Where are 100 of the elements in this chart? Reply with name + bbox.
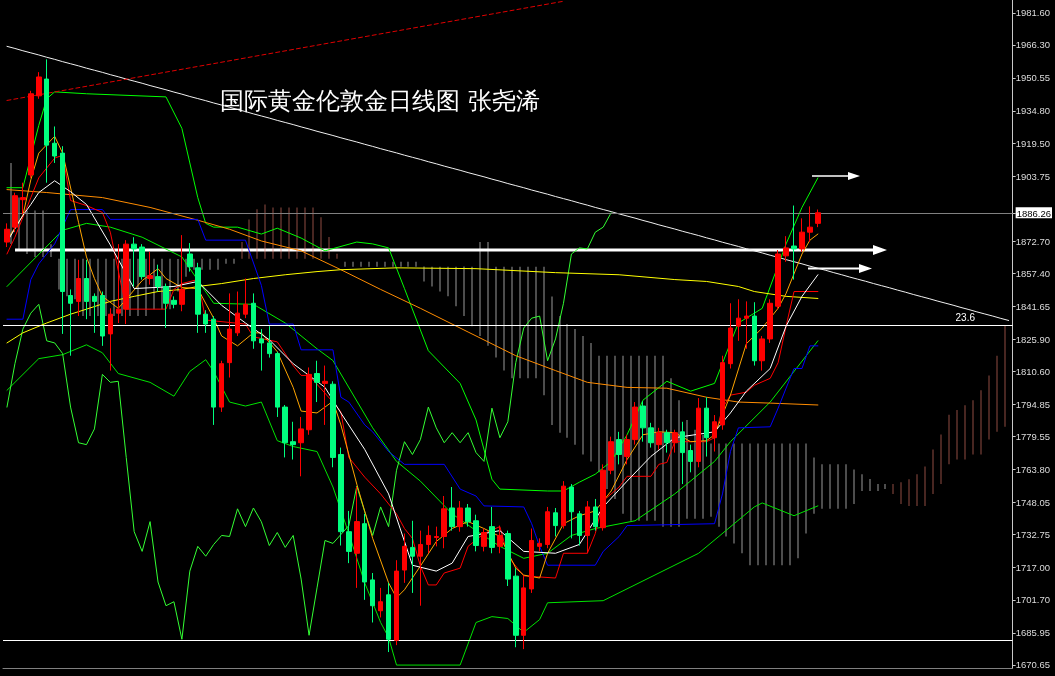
y-tick-label: 1685.95 (1015, 627, 1050, 639)
candlestick (219, 360, 224, 413)
line-series (6, 267, 819, 344)
candlestick (362, 513, 367, 601)
candlestick (378, 587, 383, 618)
candlestick (585, 500, 590, 554)
y-tick-label: 1950.55 (1015, 72, 1050, 84)
candlestick (410, 520, 415, 594)
candlestick (426, 525, 431, 554)
candlestick (211, 315, 216, 426)
line-series (6, 91, 819, 492)
candlestick (314, 360, 320, 403)
candlestick (688, 444, 693, 473)
candlestick (624, 434, 630, 465)
candlestick (807, 205, 813, 243)
text: 国际黄金伦敦金日线图 张尧浠 (220, 87, 540, 115)
candlestick (108, 307, 113, 372)
y-tick-label: 1966.30 (1015, 39, 1050, 51)
candlestick (28, 90, 34, 179)
candlestick (664, 429, 670, 454)
y-tick-label: 1717.00 (1015, 562, 1050, 574)
candlestick (131, 236, 137, 287)
candlestick (346, 510, 352, 564)
candlestick (465, 503, 471, 528)
candlestick (600, 463, 606, 532)
y-tick-label: 1810.60 (1015, 365, 1050, 377)
candlestick (155, 264, 161, 293)
candlestick (298, 416, 304, 477)
candlestick (752, 301, 757, 367)
y-tick-label: 1825.90 (1015, 333, 1050, 345)
candlestick (267, 325, 272, 359)
candlestick (505, 530, 511, 587)
y-tick-label: 1903.75 (1015, 170, 1050, 182)
candlestick (744, 300, 749, 350)
candlestick (712, 414, 717, 453)
candlestick (235, 291, 240, 337)
candlestick (12, 192, 18, 233)
candlestick (100, 291, 105, 347)
candlestick (76, 259, 81, 317)
candlestick (791, 205, 797, 281)
candlestick (775, 249, 781, 310)
candlestick (330, 380, 336, 468)
candlestick (608, 436, 614, 475)
candlestick (44, 58, 49, 184)
candlestick (4, 222, 10, 248)
annotation: 23.6 (955, 311, 976, 323)
candlestick (767, 298, 773, 344)
candlestick (243, 278, 248, 319)
candlestick (640, 400, 646, 443)
candlestick (473, 514, 479, 552)
candlestick (577, 510, 582, 547)
candlestick (616, 431, 622, 465)
y-tick-label: 1857.40 (1015, 267, 1050, 279)
candlestick (147, 251, 153, 286)
candlestick (513, 567, 519, 648)
line-series (6, 344, 819, 666)
candlestick (553, 507, 558, 537)
candlestick (282, 404, 288, 458)
candlestick (680, 421, 685, 485)
candlestick (656, 427, 662, 451)
candlestick (163, 283, 169, 329)
candlestick (251, 292, 256, 350)
candlestick (561, 480, 566, 530)
candlestick (815, 209, 821, 228)
candlestick (696, 397, 701, 468)
candlestick (402, 533, 407, 584)
line-series (6, 189, 819, 406)
y-tick-label: 1763.80 (1015, 464, 1050, 476)
candlestick (449, 486, 455, 532)
candlestick (275, 351, 280, 418)
y-tick-label: 1841.65 (1015, 300, 1050, 312)
y-tick-label: 1701.70 (1015, 594, 1050, 606)
line-series (6, 45, 1010, 321)
candlestick (434, 526, 439, 547)
candlestick (720, 355, 725, 431)
candlestick (259, 328, 264, 372)
candlestick (648, 422, 654, 449)
y-tick-label: 1981.60 (1015, 7, 1050, 19)
candlestick (139, 243, 145, 281)
y-tick-label: 1919.50 (1015, 137, 1050, 149)
candlestick (489, 506, 495, 554)
candlestick (394, 559, 399, 646)
candlestick (92, 292, 97, 334)
candlestick (569, 483, 574, 539)
candlestick (290, 421, 296, 461)
candlestick (441, 495, 447, 549)
candlestick (227, 292, 232, 379)
y-tick-label: 1732.75 (1015, 529, 1050, 541)
candlestick (736, 298, 741, 342)
y-tick-label: 1748.05 (1015, 497, 1050, 509)
candlestick (672, 429, 678, 454)
candlestick (481, 528, 487, 552)
candlestick (593, 498, 598, 532)
candlestick (338, 447, 344, 547)
y-tick-label: 1779.55 (1015, 431, 1050, 443)
candlestick (386, 582, 391, 653)
candlestick (370, 572, 375, 623)
candlestick (545, 506, 550, 549)
candlestick (68, 288, 73, 357)
y-tick-label: 1794.85 (1015, 398, 1050, 410)
